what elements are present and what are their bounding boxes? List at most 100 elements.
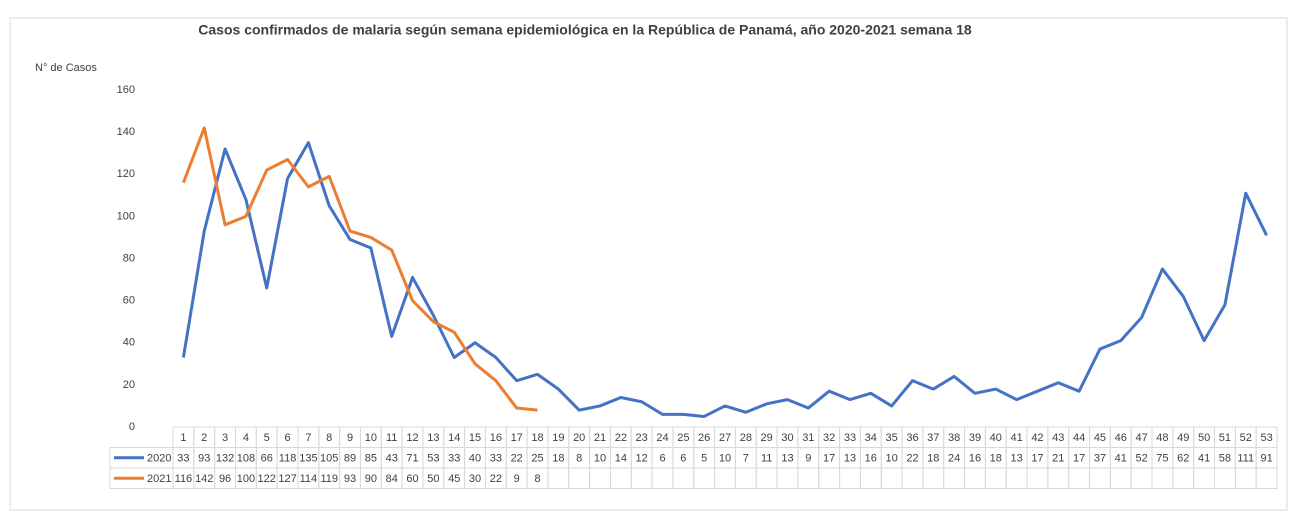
x-tick-label: 48 [1156,432,1168,444]
table-value: 13 [1010,453,1022,465]
x-tick-label: 8 [326,432,332,444]
table-cell [1130,467,1153,489]
x-tick-label: 43 [1052,432,1064,444]
table-value: 91 [1260,453,1272,465]
x-tick-label: 5 [264,432,270,444]
table-value: 21 [1052,453,1064,465]
table-cell [776,467,799,489]
table-value: 116 [175,473,193,485]
table-value: 75 [1156,453,1168,465]
table-value: 43 [386,453,398,465]
table-value: 71 [406,453,418,465]
x-tick-label: 46 [1115,432,1127,444]
x-tick-label: 34 [865,432,877,444]
x-tick-label: 7 [305,432,311,444]
table-value: 33 [448,453,460,465]
table-value: 17 [1031,453,1043,465]
x-tick-label: 53 [1260,432,1272,444]
x-tick-label: 45 [1094,432,1106,444]
x-tick-label: 12 [406,432,418,444]
x-tick-label: 41 [1010,432,1022,444]
table-value: 7 [743,453,749,465]
table-cell [630,467,653,489]
table-cell [818,467,841,489]
table-value: 13 [844,453,856,465]
table-cell [984,467,1007,489]
table-value: 96 [219,473,231,485]
table-cell [1026,467,1049,489]
table-value: 84 [386,473,398,485]
table-value: 60 [406,473,418,485]
x-tick-label: 42 [1031,432,1043,444]
x-tick-label: 16 [490,432,502,444]
table-value: 10 [886,453,898,465]
table-value: 13 [781,453,793,465]
chart-frame [9,17,1288,511]
x-tick-label: 30 [781,432,793,444]
x-tick-label: 50 [1198,432,1210,444]
table-value: 105 [320,453,338,465]
table-cell [693,467,716,489]
table-value: 8 [534,473,540,485]
y-tick-label: 20 [123,379,135,391]
x-tick-label: 11 [386,432,397,444]
x-tick-label: 28 [740,432,752,444]
table-value: 85 [365,453,377,465]
table-cell [589,467,611,489]
x-tick-label: 44 [1073,432,1085,444]
table-value: 5 [701,453,707,465]
table-value: 127 [278,473,296,485]
table-value: 6 [659,453,665,465]
y-tick-label: 60 [123,295,135,307]
table-value: 90 [365,473,377,485]
table-value: 93 [198,453,210,465]
table-value: 62 [1177,453,1189,465]
table-value: 6 [680,453,686,465]
table-value: 108 [237,453,255,465]
chart-title: Casos confirmados de malaria según seman… [198,22,972,38]
table-value: 142 [195,473,213,485]
x-tick-label: 21 [594,432,606,444]
x-tick-label: 36 [906,432,918,444]
table-value: 22 [511,453,523,465]
table-value: 30 [469,473,481,485]
y-tick-label: 40 [123,337,135,349]
x-tick-label: 26 [698,432,710,444]
table-cell [1234,467,1257,489]
table-cell [1172,467,1195,489]
table-cell [797,467,820,489]
x-tick-label: 2 [201,432,207,444]
table-value: 118 [279,453,297,465]
table-value: 17 [1073,453,1085,465]
y-tick-label: 100 [117,210,135,222]
legend-label: 2020 [147,453,171,465]
x-tick-label: 39 [969,432,981,444]
x-tick-label: 29 [761,432,773,444]
x-tick-label: 25 [677,432,689,444]
table-value: 58 [1219,453,1231,465]
table-value: 25 [531,453,543,465]
table-value: 40 [469,453,481,465]
x-tick-label: 52 [1240,432,1252,444]
table-value: 18 [552,453,564,465]
table-cell [901,467,924,489]
table-cell [1214,467,1236,489]
table-value: 22 [490,473,502,485]
series-line [181,141,1268,418]
table-cell [1089,467,1111,489]
table-value: 9 [805,453,811,465]
table-value: 22 [906,453,918,465]
x-tick-label: 35 [886,432,898,444]
table-value: 100 [237,473,255,485]
table-value: 89 [344,453,356,465]
table-value: 41 [1115,453,1127,465]
x-tick-label: 27 [719,432,731,444]
x-tick-label: 20 [573,432,585,444]
table-cell [922,467,945,489]
legend-label: 2021 [147,473,171,485]
table-value: 8 [576,453,582,465]
table-value: 66 [261,453,273,465]
x-tick-label: 37 [927,432,939,444]
table-cell [1109,467,1132,489]
table-cell [839,467,861,489]
